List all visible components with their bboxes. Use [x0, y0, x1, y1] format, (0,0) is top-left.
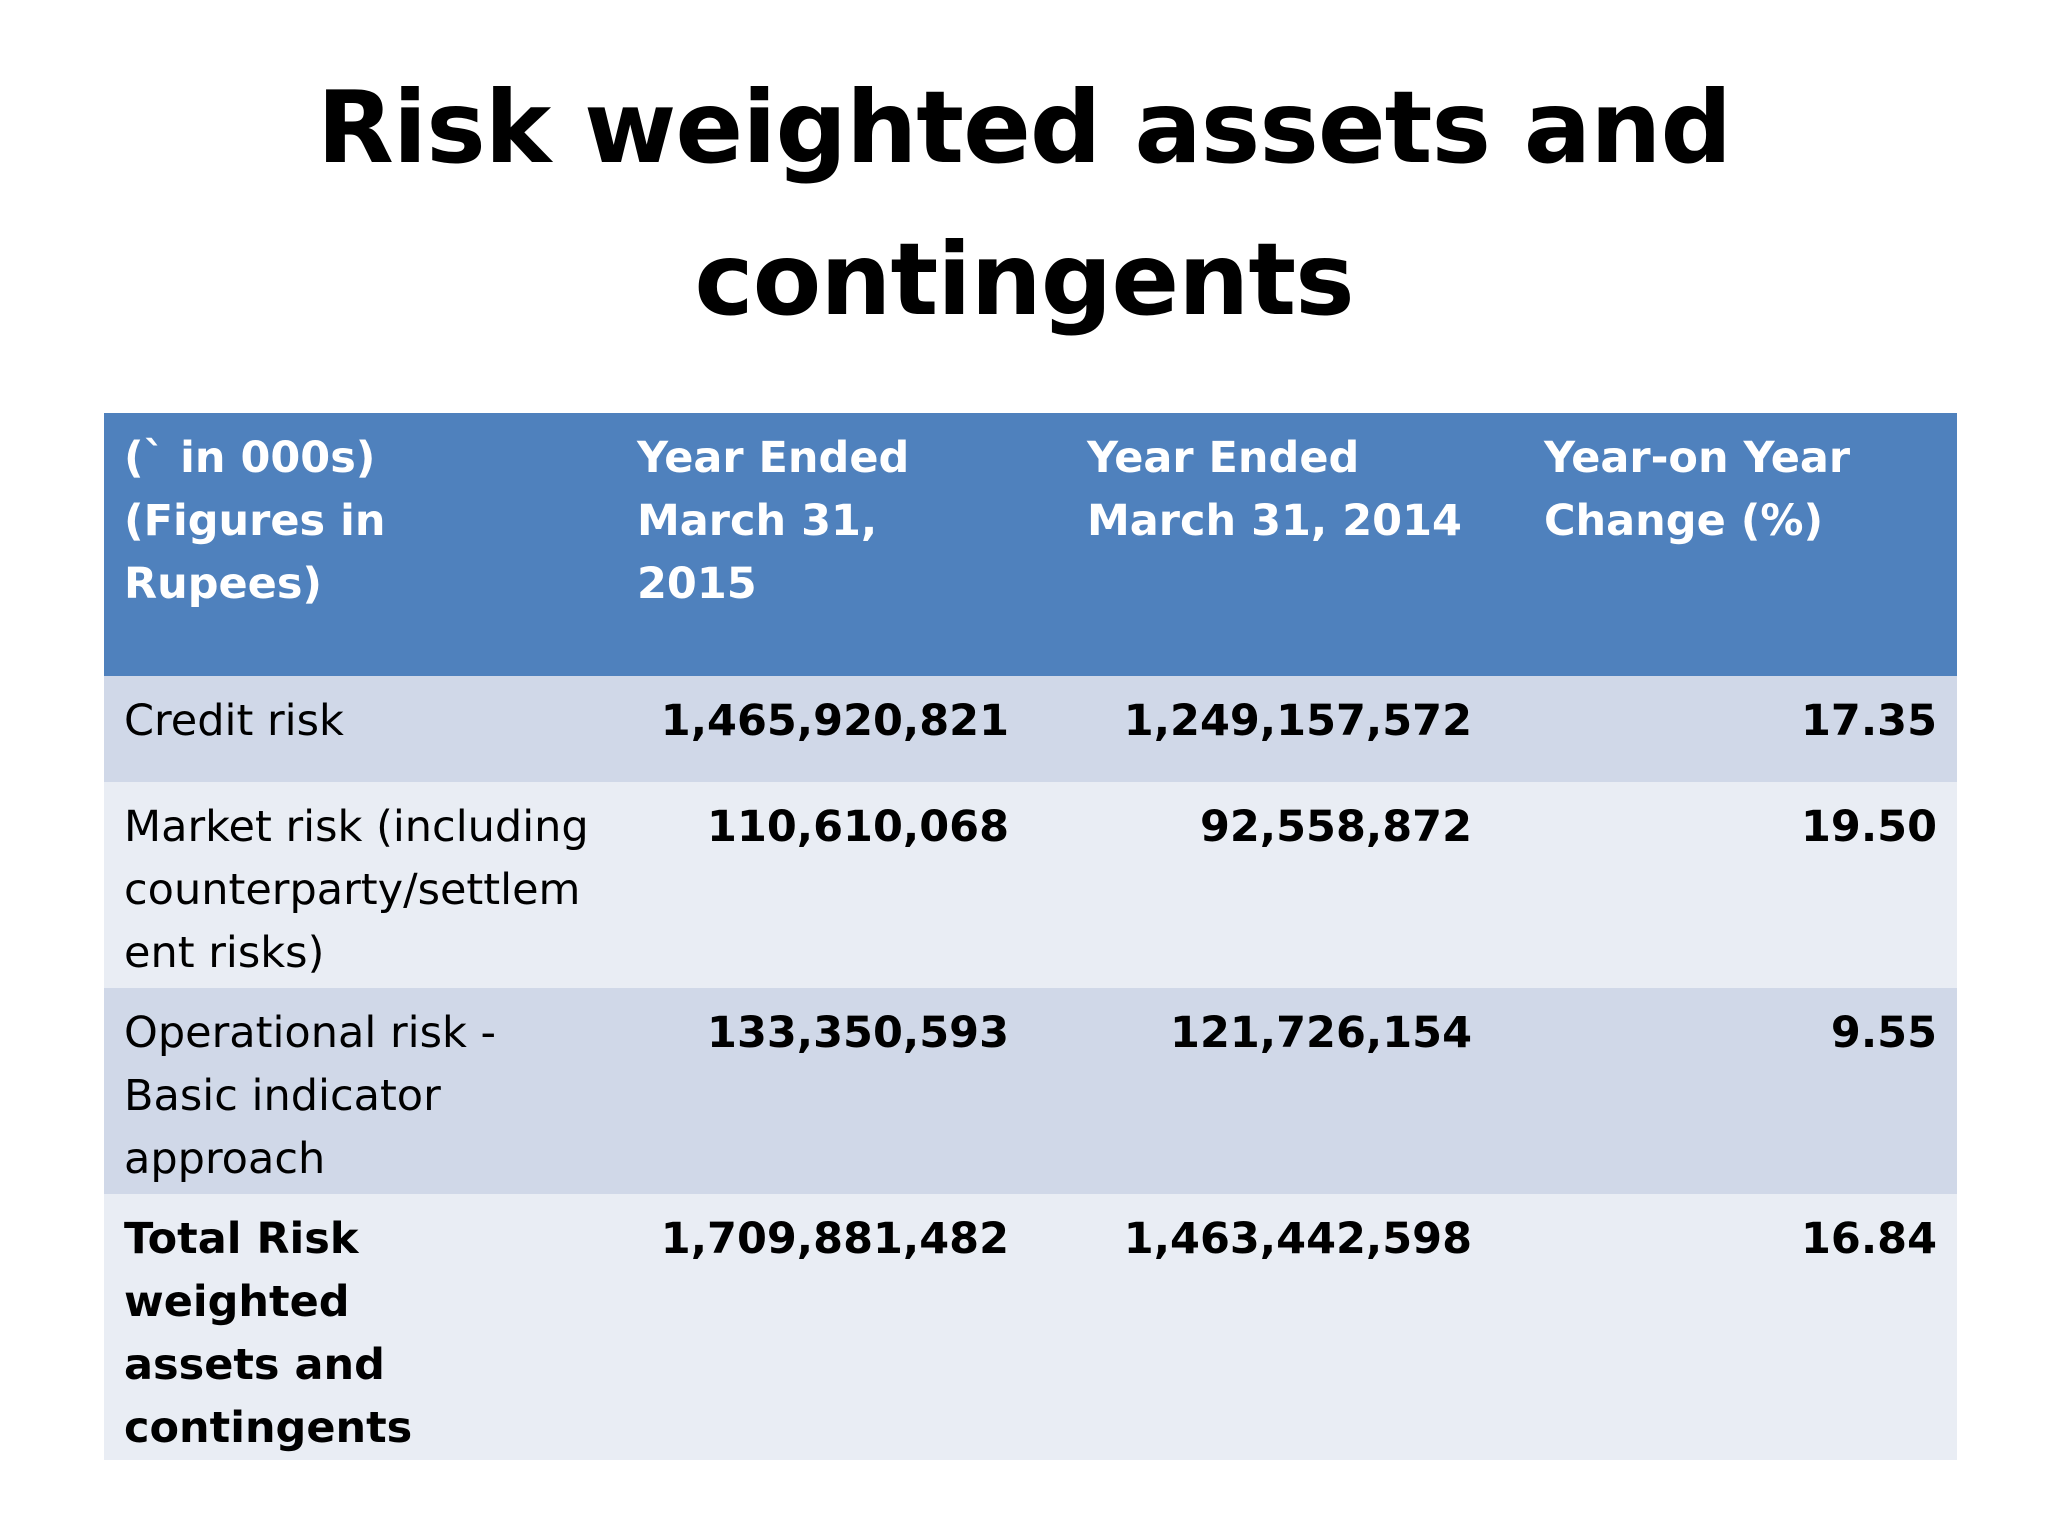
header-year-2014-line-2: March 31, 2014 — [1087, 496, 1462, 546]
row-label: Market risk (including counterparty/sett… — [104, 782, 617, 988]
header-year-2015-line-2: March 31, 2015 — [637, 496, 878, 609]
row-label-line-2: counterparty/settlem — [124, 865, 581, 915]
value-fy2014: 1,249,157,572 — [1123, 696, 1472, 746]
header-units: (` in 000s) (Figures in Rupees) — [104, 413, 617, 676]
header-units-line-1: (` in 000s) — [124, 433, 376, 483]
row-label-line-1: Total Risk weighted — [124, 1214, 359, 1327]
header-yoy-change: Year-on Year Change (%) — [1492, 413, 1957, 676]
header-row: (` in 000s) (Figures in Rupees) Year End… — [104, 413, 1957, 676]
table-row-total: Total Risk weighted assets and contingen… — [104, 1194, 1957, 1460]
header-year-2015-line-1: Year Ended — [637, 433, 910, 483]
row-label-line-2: assets and — [124, 1340, 385, 1390]
table-header: (` in 000s) (Figures in Rupees) Year End… — [104, 413, 1957, 676]
row-label: Credit risk — [124, 696, 344, 746]
value-fy2014: 92,558,872 — [1199, 802, 1472, 852]
value-fy2015: 1,709,881,482 — [660, 1214, 1009, 1264]
header-yoy-change-line-2: Change (%) — [1544, 496, 1824, 546]
value-yoy-change: 17.35 — [1800, 696, 1937, 746]
header-yoy-change-line-1: Year-on Year — [1544, 433, 1851, 483]
row-label-line-1: Market risk (including — [124, 802, 589, 852]
header-year-2015: Year Ended March 31, 2015 — [617, 413, 1029, 676]
row-label-line-3: contingents — [124, 1403, 413, 1453]
row-label-line-3: approach — [124, 1134, 326, 1184]
header-units-line-2: (Figures in Rupees) — [124, 496, 386, 609]
value-fy2014: 1,463,442,598 — [1123, 1214, 1472, 1264]
value-fy2015: 133,350,593 — [707, 1008, 1009, 1058]
row-label: Operational risk - Basic indicator appro… — [104, 988, 617, 1194]
value-yoy-change: 16.84 — [1800, 1214, 1937, 1264]
row-label-line-3: ent risks) — [124, 928, 325, 978]
value-fy2015: 1,465,920,821 — [660, 696, 1009, 746]
table-row-market-risk: Market risk (including counterparty/sett… — [104, 782, 1957, 988]
value-yoy-change: 19.50 — [1800, 802, 1937, 852]
header-year-2014-line-1: Year Ended — [1087, 433, 1360, 483]
value-yoy-change: 9.55 — [1830, 1008, 1937, 1058]
value-fy2015: 110,610,068 — [707, 802, 1009, 852]
risk-weighted-assets-table: (` in 000s) (Figures in Rupees) Year End… — [104, 413, 1957, 1460]
slide-title-line-2: contingents — [694, 221, 1354, 338]
slide-title: Risk weighted assets and contingents — [0, 52, 2048, 356]
table-row-operational-risk: Operational risk - Basic indicator appro… — [104, 988, 1957, 1194]
value-fy2014: 121,726,154 — [1170, 1008, 1472, 1058]
table-row-credit-risk: Credit risk 1,465,920,821 1,249,157,572 … — [104, 676, 1957, 782]
slide-title-line-1: Risk weighted assets and — [316, 69, 1732, 186]
row-label-line-1: Operational risk - — [124, 1008, 497, 1058]
table-body: Credit risk 1,465,920,821 1,249,157,572 … — [104, 676, 1957, 1460]
header-year-2014: Year Ended March 31, 2014 — [1029, 413, 1492, 676]
row-label: Total Risk weighted assets and contingen… — [104, 1194, 617, 1460]
row-label-line-2: Basic indicator — [124, 1071, 441, 1121]
